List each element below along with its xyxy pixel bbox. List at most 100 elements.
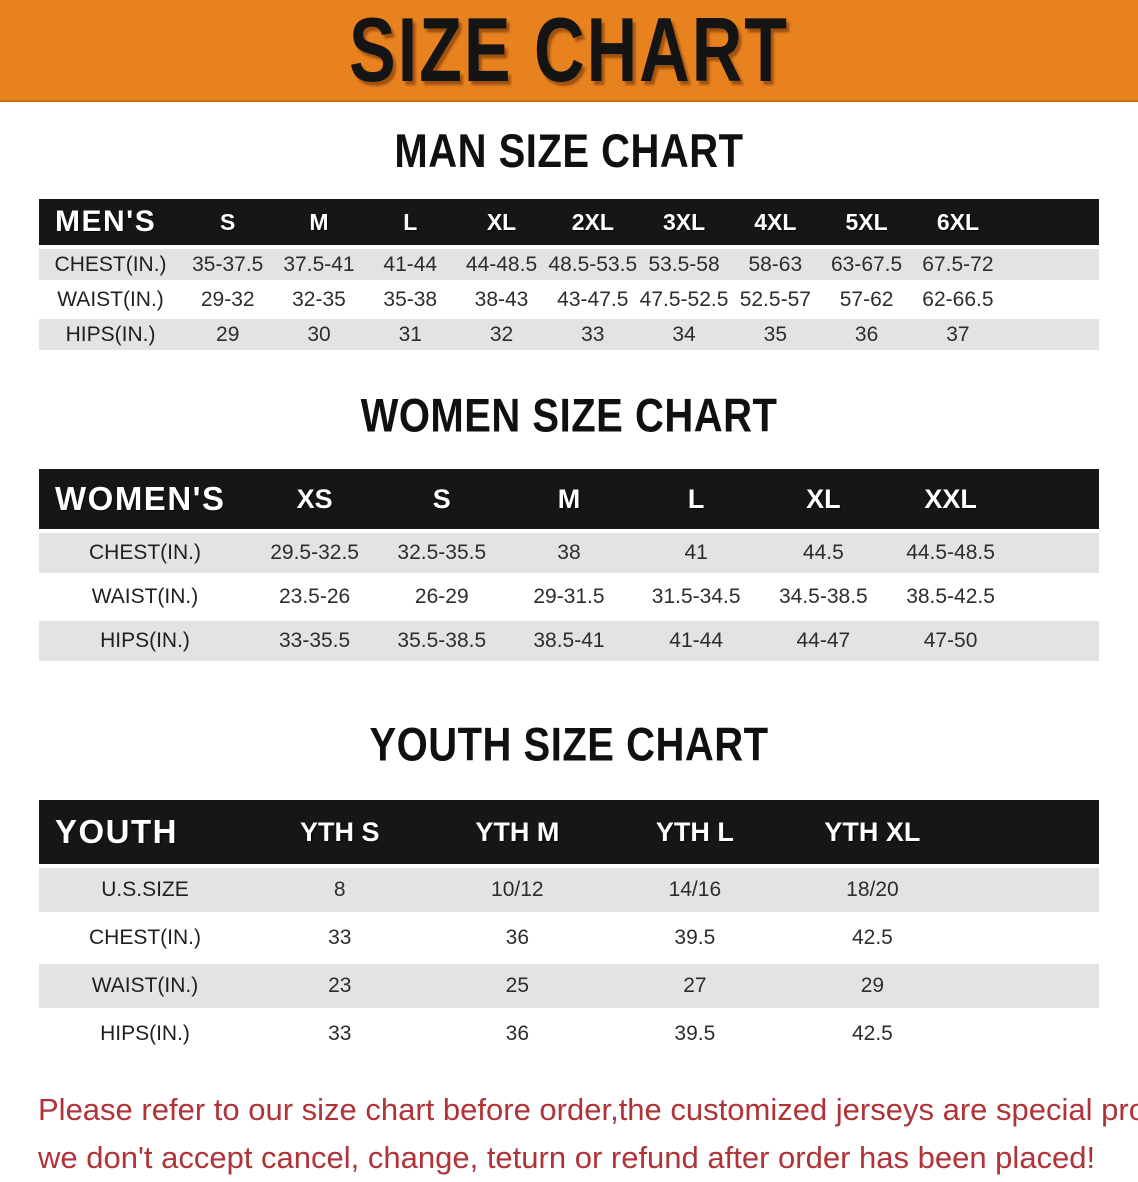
row-label: WAIST(IN.) (91, 974, 199, 997)
men-size-table: MEN'S S M L XL 2XL 3XL 4XL 5XL 6XL CHEST(IN.) 35-37… (39, 195, 1099, 354)
size-value: 47.5-52.5 (639, 287, 729, 311)
size-value: 37 (946, 322, 970, 346)
size-column-header: S (378, 469, 506, 529)
size-column-header: L (632, 469, 760, 529)
size-value: 44-48.5 (465, 252, 538, 276)
size-column-header: 5XL (820, 199, 913, 245)
spacer-cell (1004, 319, 1099, 350)
row-label: CHEST(IN.) (89, 541, 201, 564)
size-value: 33 (328, 926, 352, 949)
size-value: 41-44 (669, 629, 724, 652)
size-value: 29 (216, 322, 240, 346)
size-value: 33 (328, 1022, 352, 1045)
size-value: 29.5-32.5 (270, 541, 359, 564)
size-value: 25 (505, 974, 529, 997)
size-value: 36 (505, 926, 529, 949)
man-size-section: MAN SIZE CHART MEN'S S M L XL 2XL 3XL 4XL 5XL 6XL… (0, 126, 1138, 354)
disclaimer: Please refer to our size chart before or… (0, 1086, 1138, 1182)
spacer-cell (961, 964, 1099, 1008)
size-value: 39.5 (674, 1022, 716, 1045)
size-value: 41-44 (383, 252, 438, 276)
size-value: 35 (763, 322, 787, 346)
size-value: 62-66.5 (922, 287, 994, 311)
man-size-heading: MAN SIZE CHART (394, 125, 744, 178)
row-label: HIPS(IN.) (100, 1022, 190, 1045)
size-value: 41 (684, 541, 708, 564)
size-value: 38-43 (474, 287, 529, 311)
size-column-header: 4XL (729, 199, 821, 245)
size-value: 36 (505, 1022, 529, 1045)
table-row: HIPS(IN.) 33-35.5 35.5-38.5 38.5-41 41-44 44-… (39, 621, 1099, 661)
size-column-header: M (505, 469, 633, 529)
spacer-cell (1004, 249, 1099, 280)
row-label: CHEST(IN.) (89, 926, 201, 949)
size-value: 36 (854, 322, 879, 346)
size-value: 43-47.5 (557, 287, 629, 311)
size-column-header: M (273, 199, 365, 245)
table-row: HIPS(IN.) 33 36 39.5 42.5 (39, 1012, 1099, 1056)
size-value: 29 (860, 974, 885, 997)
size-value: 30 (307, 322, 331, 346)
spacer-cell (961, 1012, 1099, 1056)
table-row: WAIST(IN.) 23 25 27 29 (39, 964, 1099, 1008)
size-value: 53.5-58 (648, 252, 720, 276)
size-value: 57-62 (839, 287, 894, 311)
size-value: 38.5-41 (533, 629, 605, 652)
size-value: 39.5 (674, 926, 716, 949)
table-header-row: WOMEN'S XS S M L XL XXL (39, 469, 1099, 529)
table-row: CHEST(IN.) 33 36 39.5 42.5 (39, 916, 1099, 960)
size-value: 29-31.5 (533, 585, 605, 608)
spacer-cell (1014, 533, 1099, 573)
page-title: SIZE CHART (349, 0, 789, 101)
women-size-heading: WOMEN SIZE CHART (360, 389, 778, 442)
size-column-header: S (182, 199, 274, 245)
size-column-header: 2XL (547, 199, 639, 245)
size-value: 18/20 (846, 878, 899, 901)
size-value: 42.5 (851, 926, 893, 949)
table-header-row: MEN'S S M L XL 2XL 3XL 4XL 5XL 6XL (39, 199, 1099, 245)
size-value: 44.5-48.5 (906, 541, 995, 564)
size-column-header: XL (455, 199, 548, 245)
size-value: 67.5-72 (922, 252, 994, 276)
spacer-cell (1014, 621, 1099, 661)
size-value: 42.5 (851, 1022, 893, 1045)
size-column-header: YTH S (251, 800, 429, 864)
size-value: 33-35.5 (278, 629, 351, 652)
size-value: 44.5 (802, 541, 844, 564)
spacer-cell (1003, 199, 1099, 245)
size-value: 32.5-35.5 (397, 541, 487, 564)
banner: SIZE CHART (0, 0, 1138, 102)
size-value: 35.5-38.5 (397, 629, 487, 652)
size-value: 31.5-34.5 (651, 585, 741, 608)
size-value: 32-35 (292, 287, 346, 311)
size-value: 48.5-53.5 (548, 252, 638, 276)
spacer-cell (961, 800, 1099, 864)
size-value: 38 (557, 541, 581, 564)
table-row: CHEST(IN.) 35-37.5 37.5-41 41-44 44-48.5 48.5… (39, 249, 1099, 280)
size-value: 31 (398, 322, 422, 346)
size-value: 23 (328, 974, 352, 997)
table-row: U.S.SIZE 8 10/12 14/16 18/20 (39, 868, 1099, 912)
size-value: 29-32 (200, 287, 255, 311)
size-column-header: XXL (886, 469, 1015, 529)
table-row: CHEST(IN.) 29.5-32.5 32.5-35.5 38 41 44.5 44.5… (39, 533, 1099, 573)
size-value: 47-50 (923, 629, 978, 652)
size-value: 34 (672, 322, 696, 346)
table-row: HIPS(IN.) 29 30 31 32 33 34 35 36 37 (39, 319, 1099, 350)
size-column-header: 3XL (638, 199, 730, 245)
size-value: 27 (683, 974, 707, 997)
table-row: WAIST(IN.) 29-32 32-35 35-38 38-43 43-47.5 47.… (39, 284, 1099, 315)
table-row: WAIST(IN.) 23.5-26 26-29 29-31.5 31.5-34.5 34… (39, 577, 1099, 617)
size-value: 58-63 (748, 252, 803, 276)
size-value: 35-37.5 (192, 252, 264, 276)
disclaimer-line-2: we don't accept cancel, change, teturn o… (38, 1140, 1096, 1176)
size-value: 44-47 (796, 629, 851, 652)
table-title-cell: MEN'S (39, 199, 183, 245)
size-value: 35-38 (383, 287, 438, 311)
women-size-table: WOMEN'S XS S M L XL XXL CHEST(IN.) 29.5-32.5 32.5… (39, 465, 1099, 665)
row-label: HIPS(IN.) (100, 629, 190, 652)
size-value: 10/12 (491, 878, 544, 901)
row-label: HIPS(IN.) (65, 322, 156, 346)
size-column-header: YTH XL (783, 800, 962, 864)
size-column-header: YTH M (428, 800, 607, 864)
